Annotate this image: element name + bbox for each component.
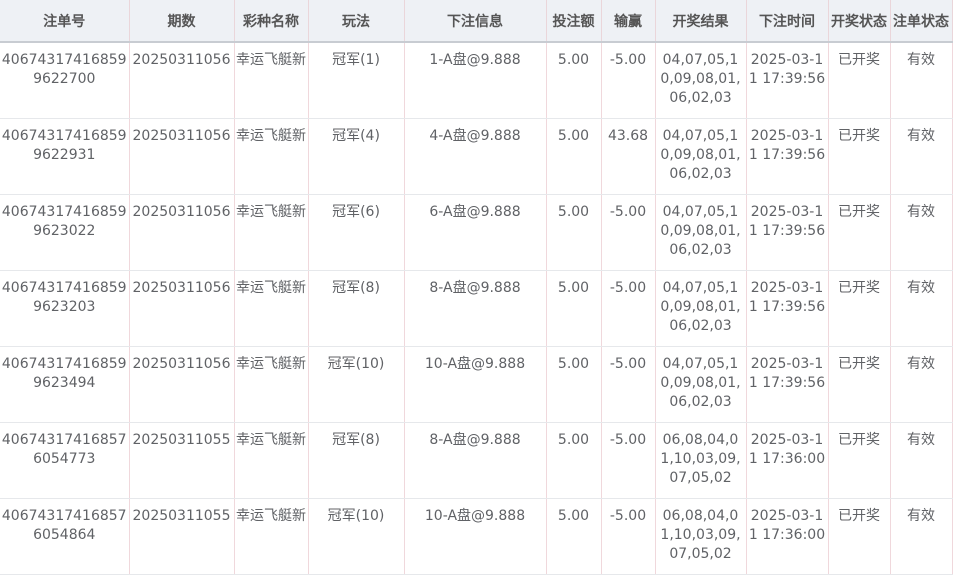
cell-bet-time: 2025-03-11 17:39:56 [746, 346, 829, 423]
cell-draw-result: 04,07,05,10,09,08,01,06,02,03 [655, 270, 747, 347]
cell-order-id: 406743174168599622700 [0, 42, 130, 119]
cell-order-id: 406743174168576054864 [0, 498, 130, 575]
cell-draw-result: 04,07,05,10,09,08,01,06,02,03 [655, 346, 747, 423]
cell-lottery-name: 幸运飞艇新 [234, 346, 309, 423]
column-header-bet-info: 下注信息 [404, 0, 547, 43]
cell-draw-result: 06,08,04,01,10,03,09,07,05,02 [655, 422, 747, 499]
cell-bet-status: 有效 [890, 270, 953, 347]
cell-bet-time: 2025-03-11 17:39:56 [746, 42, 829, 119]
table-row: 406743174168599622931 20250311056 幸运飞艇新 冠军(… [0, 118, 953, 195]
cell-bet-info: 10-A盘@9.888 [404, 346, 547, 423]
column-header-draw-status: 开奖状态 [828, 0, 891, 43]
table-row: 406743174168599622700 20250311056 幸运飞艇新 冠军(… [0, 42, 953, 119]
cell-bet-info: 10-A盘@9.888 [404, 498, 547, 575]
cell-issue: 20250311056 [129, 270, 235, 347]
cell-bet-amount: 5.00 [546, 42, 602, 119]
cell-order-id: 406743174168599622931 [0, 118, 130, 195]
cell-bet-info: 4-A盘@9.888 [404, 118, 547, 195]
cell-lottery-name: 幸运飞艇新 [234, 118, 309, 195]
cell-order-id: 406743174168599623494 [0, 346, 130, 423]
cell-win-loss: -5.00 [601, 194, 656, 271]
cell-draw-result: 06,08,04,01,10,03,09,07,05,02 [655, 498, 747, 575]
column-header-bet-status: 注单状态 [890, 0, 953, 43]
cell-bet-status: 有效 [890, 346, 953, 423]
table-row: 406743174168576054773 20250311055 幸运飞艇新 冠军(… [0, 422, 953, 499]
column-header-play-type: 玩法 [308, 0, 405, 43]
cell-win-loss: -5.00 [601, 422, 656, 499]
cell-play-type: 冠军(6) [308, 194, 405, 271]
cell-draw-status: 已开奖 [828, 42, 891, 119]
cell-bet-amount: 5.00 [546, 422, 602, 499]
cell-issue: 20250311056 [129, 346, 235, 423]
cell-lottery-name: 幸运飞艇新 [234, 422, 309, 499]
cell-win-loss: 43.68 [601, 118, 656, 195]
column-header-bet-amount: 投注额 [546, 0, 602, 43]
cell-win-loss: -5.00 [601, 270, 656, 347]
table-header: 注单号 期数 彩种名称 玩法 下注信息 投注额 输赢 开奖结果 下注时间 开奖状态 注单状态 [0, 0, 953, 43]
column-header-bet-time: 下注时间 [746, 0, 829, 43]
cell-draw-result: 04,07,05,10,09,08,01,06,02,03 [655, 118, 747, 195]
cell-draw-status: 已开奖 [828, 270, 891, 347]
cell-play-type: 冠军(1) [308, 42, 405, 119]
cell-win-loss: -5.00 [601, 42, 656, 119]
cell-issue: 20250311055 [129, 422, 235, 499]
cell-order-id: 406743174168599623022 [0, 194, 130, 271]
cell-bet-amount: 5.00 [546, 194, 602, 271]
cell-play-type: 冠军(10) [308, 346, 405, 423]
cell-bet-status: 有效 [890, 422, 953, 499]
cell-bet-amount: 5.00 [546, 498, 602, 575]
cell-lottery-name: 幸运飞艇新 [234, 270, 309, 347]
table-row: 406743174168576054864 20250311055 幸运飞艇新 冠军(… [0, 498, 953, 575]
table-row: 406743174168599623022 20250311056 幸运飞艇新 冠军(… [0, 194, 953, 271]
cell-bet-amount: 5.00 [546, 270, 602, 347]
column-header-order-id: 注单号 [0, 0, 130, 43]
cell-order-id: 406743174168576054773 [0, 422, 130, 499]
cell-issue: 20250311056 [129, 194, 235, 271]
column-header-win-loss: 输赢 [601, 0, 656, 43]
cell-play-type: 冠军(8) [308, 270, 405, 347]
cell-win-loss: -5.00 [601, 498, 656, 575]
cell-bet-time: 2025-03-11 17:36:00 [746, 422, 829, 499]
cell-draw-status: 已开奖 [828, 422, 891, 499]
cell-bet-status: 有效 [890, 194, 953, 271]
cell-bet-info: 1-A盘@9.888 [404, 42, 547, 119]
cell-issue: 20250311056 [129, 118, 235, 195]
cell-order-id: 406743174168599623203 [0, 270, 130, 347]
cell-bet-info: 8-A盘@9.888 [404, 270, 547, 347]
cell-bet-amount: 5.00 [546, 118, 602, 195]
cell-draw-result: 04,07,05,10,09,08,01,06,02,03 [655, 194, 747, 271]
cell-bet-info: 8-A盘@9.888 [404, 422, 547, 499]
cell-bet-time: 2025-03-11 17:39:56 [746, 118, 829, 195]
cell-bet-status: 有效 [890, 42, 953, 119]
cell-play-type: 冠军(8) [308, 422, 405, 499]
cell-play-type: 冠军(4) [308, 118, 405, 195]
column-header-lottery-name: 彩种名称 [234, 0, 309, 43]
cell-bet-status: 有效 [890, 118, 953, 195]
cell-draw-status: 已开奖 [828, 194, 891, 271]
table-row: 406743174168599623203 20250311056 幸运飞艇新 冠军(… [0, 270, 953, 347]
cell-win-loss: -5.00 [601, 346, 656, 423]
cell-bet-info: 6-A盘@9.888 [404, 194, 547, 271]
cell-issue: 20250311055 [129, 498, 235, 575]
cell-lottery-name: 幸运飞艇新 [234, 498, 309, 575]
cell-issue: 20250311056 [129, 42, 235, 119]
table-row: 406743174168599623494 20250311056 幸运飞艇新 冠军(… [0, 346, 953, 423]
column-header-draw-result: 开奖结果 [655, 0, 747, 43]
cell-lottery-name: 幸运飞艇新 [234, 42, 309, 119]
cell-draw-status: 已开奖 [828, 118, 891, 195]
cell-bet-time: 2025-03-11 17:36:00 [746, 498, 829, 575]
cell-bet-time: 2025-03-11 17:39:56 [746, 270, 829, 347]
column-header-issue: 期数 [129, 0, 235, 43]
cell-bet-amount: 5.00 [546, 346, 602, 423]
cell-draw-result: 04,07,05,10,09,08,01,06,02,03 [655, 42, 747, 119]
cell-lottery-name: 幸运飞艇新 [234, 194, 309, 271]
cell-draw-status: 已开奖 [828, 498, 891, 575]
cell-play-type: 冠军(10) [308, 498, 405, 575]
cell-bet-status: 有效 [890, 498, 953, 575]
cell-bet-time: 2025-03-11 17:39:56 [746, 194, 829, 271]
cell-draw-status: 已开奖 [828, 346, 891, 423]
